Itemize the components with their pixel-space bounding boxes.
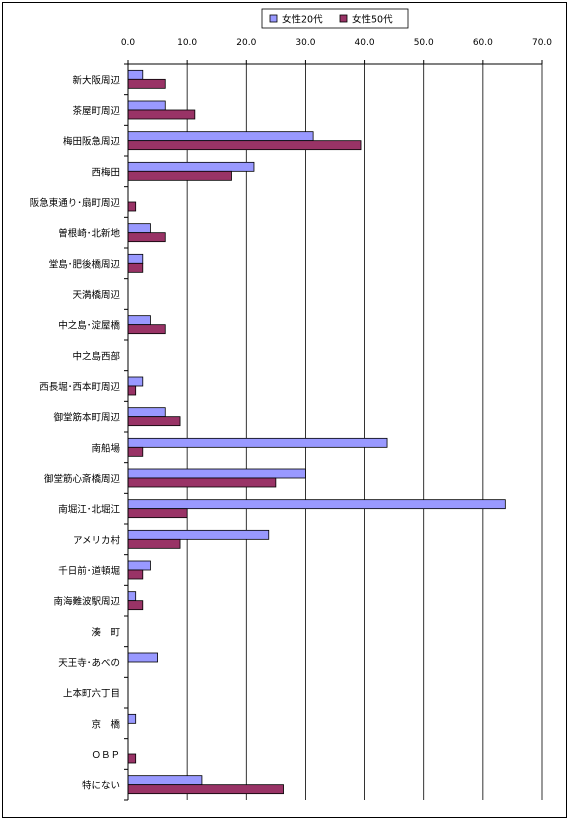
category-label: 堂島･肥後橋周辺 (49, 258, 121, 270)
category-label: 茶屋町周辺 (72, 105, 120, 117)
category-label: アメリカ村 (73, 534, 121, 546)
x-tick-label: 20.0 (236, 38, 256, 48)
bar-series1 (127, 69, 144, 80)
bar-series1 (127, 499, 506, 510)
category-label: 湊 町 (91, 626, 120, 638)
category-label: 南船場 (91, 442, 120, 454)
x-tick-label: 70.0 (532, 38, 552, 48)
category-label: 特にない (82, 780, 120, 792)
x-tick-label: 0.0 (121, 38, 136, 48)
bar-series1 (127, 100, 166, 111)
legend-box (261, 8, 409, 29)
category-label: 御堂筋本町周辺 (53, 412, 120, 424)
bar-series2 (127, 477, 277, 488)
category-label: 千日前･道頓堀 (58, 565, 120, 577)
bar-series1 (127, 407, 166, 418)
legend-label: 女性20代 (282, 14, 323, 26)
plot-area (128, 64, 542, 800)
category-label: 御堂筋心斎橋周辺 (44, 473, 121, 485)
bar-series2 (127, 600, 144, 611)
bar-series2 (127, 78, 166, 89)
bar-series2 (127, 170, 232, 181)
bar-series1 (127, 437, 388, 448)
bar-series1 (127, 529, 270, 540)
bar-series2 (127, 784, 284, 795)
x-tick-label: 10.0 (177, 38, 197, 48)
category-label: 京 橋 (91, 718, 120, 730)
category-label: ＯＢＰ (91, 750, 120, 761)
bar-series2 (127, 508, 188, 519)
bar-series1 (127, 775, 203, 786)
x-tick-label: 30.0 (295, 38, 315, 48)
category-label: 天王寺･あべの (58, 658, 120, 669)
category-label: 梅田阪急周辺 (63, 136, 121, 148)
bar-series2 (127, 324, 166, 335)
bar-series1 (127, 560, 151, 571)
legend-swatch (269, 14, 278, 23)
bar-series1 (127, 315, 151, 326)
category-label: 新大阪周辺 (72, 74, 120, 86)
category-label: 曽根崎･北新地 (58, 228, 120, 240)
legend-label: 女性50代 (352, 14, 393, 26)
bar-series1 (127, 131, 314, 142)
category-label: 天満橋周辺 (72, 289, 120, 301)
bar-series2 (127, 201, 137, 212)
category-label: 西長堀･西本町周辺 (39, 381, 120, 393)
bar-series1 (127, 652, 158, 663)
category-label: 阪急東通り･扇町周辺 (30, 197, 121, 209)
bar-series2 (127, 140, 362, 151)
bar-series2 (127, 385, 137, 396)
bar-series1 (127, 223, 151, 234)
category-label: 南堀江･北堀江 (58, 504, 120, 516)
category-label: 南海難波駅周辺 (53, 596, 120, 608)
bar-series2 (127, 538, 181, 549)
bar-series2 (127, 232, 166, 243)
bar-series1 (127, 161, 255, 172)
x-tick-label: 40.0 (355, 38, 375, 48)
legend-swatch (339, 14, 348, 23)
bar-series1 (127, 253, 144, 264)
x-tick-label: 50.0 (414, 38, 434, 48)
x-tick-label: 60.0 (473, 38, 493, 48)
bar-series2 (127, 446, 144, 457)
bar-series1 (127, 713, 137, 724)
category-label: 西梅田 (91, 166, 120, 178)
category-label: 中之島西部 (72, 350, 120, 362)
bar-series2 (127, 416, 181, 427)
category-label: 中之島･淀屋橋 (58, 320, 120, 332)
bar-series2 (127, 569, 144, 580)
bar-series1 (127, 376, 144, 387)
bar-series1 (127, 591, 137, 602)
category-label: 上本町六丁目 (63, 688, 120, 700)
bar-series2 (127, 753, 137, 764)
bar-series1 (127, 468, 306, 479)
bar-series2 (127, 262, 144, 273)
bar-series2 (127, 109, 196, 120)
